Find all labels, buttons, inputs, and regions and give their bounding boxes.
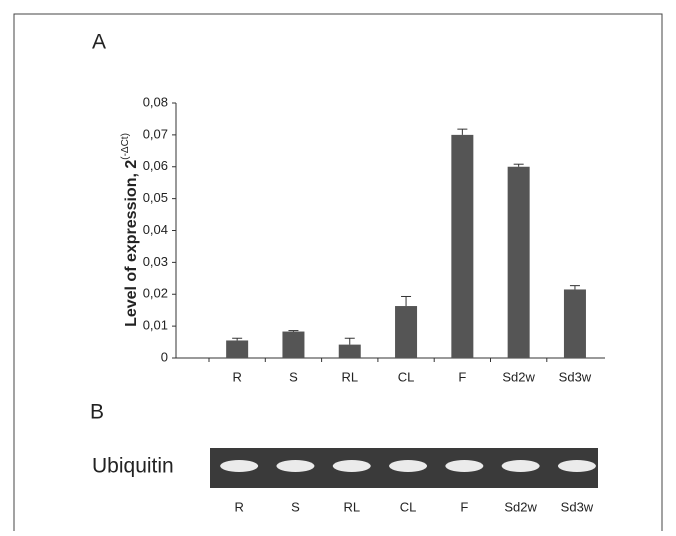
x-tick-label: CL	[398, 369, 415, 384]
x-tick-label: Sd2w	[502, 369, 535, 384]
lane-label: F	[460, 499, 468, 514]
gel-band	[333, 460, 371, 472]
lane-label: S	[291, 499, 300, 514]
y-tick-label: 0,05	[143, 190, 168, 205]
bar	[282, 332, 304, 358]
y-axis-label-sup: (-ΔCt)	[120, 133, 131, 160]
bar	[451, 135, 473, 358]
gel-band	[502, 460, 540, 472]
gel-band	[445, 460, 483, 472]
error-bar	[288, 331, 298, 332]
gel-band	[558, 460, 596, 472]
x-tick-label: Sd3w	[559, 369, 592, 384]
bar	[564, 289, 586, 358]
error-bar	[401, 296, 411, 306]
gel-label: Ubiquitin	[92, 455, 174, 478]
y-tick-label: 0,01	[143, 318, 168, 333]
panel-label: B	[90, 401, 104, 424]
lane-label: RL	[343, 499, 360, 514]
lane-label: CL	[400, 499, 417, 514]
error-bar	[457, 129, 467, 135]
bar	[395, 306, 417, 358]
error-bar	[514, 164, 524, 167]
gel-band	[276, 460, 314, 472]
bar	[339, 345, 361, 358]
error-bar	[570, 286, 580, 290]
y-tick-label: 0	[161, 349, 168, 364]
y-axis-label-main: Level of expression, 2	[123, 160, 140, 327]
y-tick-label: 0,06	[143, 158, 168, 173]
bar	[508, 167, 530, 358]
lane-label: Sd3w	[561, 499, 594, 514]
panel-label: A	[92, 31, 106, 54]
error-bar	[345, 338, 355, 344]
y-tick-label: 0,08	[143, 94, 168, 109]
y-tick-label: 0,02	[143, 286, 168, 301]
y-axis-label: Level of expression, 2(-ΔCt)	[120, 133, 141, 327]
figure: A Level of expression, 2(-ΔCt) B Ubiquit…	[0, 0, 676, 531]
gel-band	[220, 460, 258, 472]
page: A Level of expression, 2(-ΔCt) B Ubiquit…	[0, 0, 676, 536]
y-tick-label: 0,07	[143, 126, 168, 141]
error-bar	[232, 338, 242, 340]
y-tick-label: 0,03	[143, 254, 168, 269]
lane-label: R	[234, 499, 243, 514]
bar	[226, 340, 248, 358]
x-tick-label: RL	[341, 369, 358, 384]
y-tick-label: 0,04	[143, 222, 168, 237]
x-tick-label: F	[458, 369, 466, 384]
gel-band	[389, 460, 427, 472]
x-tick-label: R	[232, 369, 241, 384]
x-tick-label: S	[289, 369, 298, 384]
lane-label: Sd2w	[504, 499, 537, 514]
